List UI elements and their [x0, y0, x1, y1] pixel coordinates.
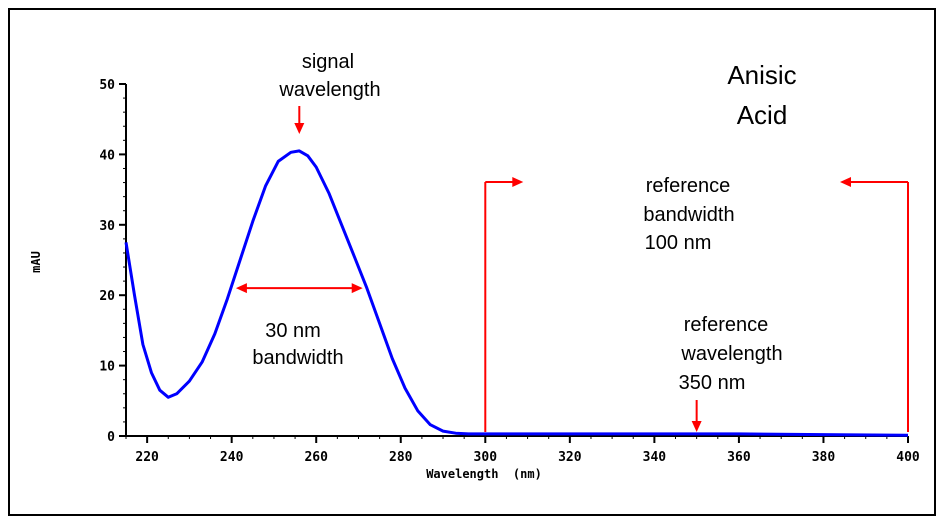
y-tick-label: 20: [99, 289, 115, 304]
bandwidth-label-line-1: 30 nm: [265, 320, 321, 342]
y-tick-label: 10: [99, 360, 115, 375]
x-tick-label: 320: [558, 450, 582, 465]
axes: 0 10 20 30 40 50 220 240 260 280 300 320 340 360 380 40…: [99, 78, 920, 465]
y-tick-label: 40: [99, 148, 115, 163]
marks: [124, 106, 909, 437]
ref-wavelength-label-line-2: wavelength: [680, 343, 782, 365]
bandwidth-label-line-2: bandwidth: [252, 347, 343, 369]
y-tick-label: 50: [99, 78, 115, 93]
signal-label-line-2: wavelength: [278, 79, 380, 101]
x-tick-label: 220: [135, 450, 159, 465]
signal-arrow-head: [294, 123, 305, 134]
x-tick-label: 340: [643, 450, 667, 465]
ref-bracket-left-arrow-head: [512, 177, 524, 187]
x-tick-label: 360: [727, 450, 751, 465]
ref-bracket-right-arrow-head: [840, 177, 851, 187]
ref-wavelength-label-line-3: 350 nm: [679, 372, 746, 394]
chart-frame: [8, 8, 936, 516]
x-axis-title: Wavelength (nm): [426, 467, 542, 481]
ref-bandwidth-label-line-2: bandwidth: [643, 204, 734, 226]
x-tick-label: 400: [896, 450, 920, 465]
title-line-1: Anisic: [727, 60, 796, 90]
x-tick-label: 280: [389, 450, 413, 465]
y-axis-title: mAU: [29, 251, 43, 273]
signal-label-line-1: signal: [302, 51, 354, 73]
spectrum-line: [124, 149, 909, 437]
ref-bandwidth-label-line-1: reference: [646, 175, 731, 197]
x-tick-label: 260: [304, 450, 328, 465]
y-tick-label: 30: [99, 219, 115, 234]
bandwidth-arrow-head-right: [351, 283, 363, 294]
ref-wavelength-label-line-1: reference: [684, 314, 769, 336]
x-tick-label: 240: [220, 450, 244, 465]
annotations: Anisic Acid signal wavelength 30 nm band…: [252, 51, 796, 394]
bandwidth-arrow-head-left: [235, 283, 247, 294]
ref-bandwidth-label-line-3: 100 nm: [645, 232, 712, 254]
title-line-2: Acid: [737, 100, 788, 130]
x-tick-label: 300: [474, 450, 498, 465]
y-tick-label: 0: [107, 430, 115, 445]
x-tick-label: 380: [812, 450, 836, 465]
ref-wavelength-arrow-head: [691, 421, 702, 432]
